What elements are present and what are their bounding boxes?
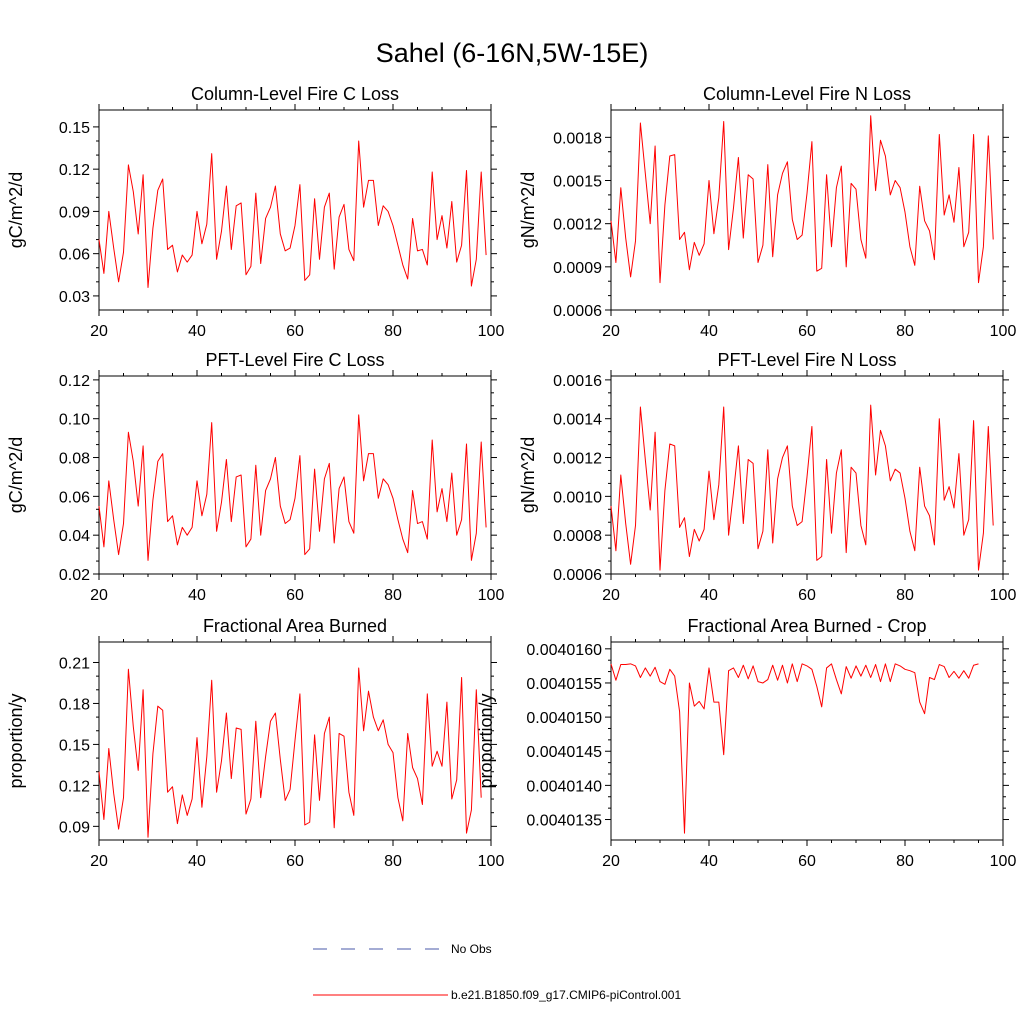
y-tick-label: 0.08 <box>59 451 90 468</box>
x-tick-label: 60 <box>286 853 304 870</box>
panel-title: Column-Level Fire N Loss <box>703 84 911 104</box>
x-tick-label: 20 <box>90 587 108 604</box>
y-tick-label: 0.0040155 <box>526 676 602 693</box>
x-tick-label: 40 <box>700 587 718 604</box>
y-tick-label: 0.18 <box>59 696 90 713</box>
y-tick-label: 0.09 <box>59 819 90 836</box>
y-tick-label: 0.0040145 <box>526 744 602 761</box>
plot-frame <box>98 109 492 311</box>
y-tick-label: 0.12 <box>59 373 90 390</box>
panel-title: PFT-Level Fire N Loss <box>717 350 896 370</box>
y-tick-label: 0.21 <box>59 655 90 672</box>
x-tick-label: 100 <box>478 587 505 604</box>
series-line-model <box>98 414 487 561</box>
y-tick-label: 0.0009 <box>553 260 602 277</box>
y-tick-label: 0.0040135 <box>526 813 602 830</box>
x-tick-label: 100 <box>478 853 505 870</box>
panel-title: Fractional Area Burned - Crop <box>687 616 926 636</box>
y-axis-label: proportion/y <box>6 693 26 788</box>
y-axis-label: proportion/y <box>476 693 496 788</box>
series-line-model <box>98 140 487 288</box>
y-tick-label: 0.15 <box>59 737 90 754</box>
x-tick-label: 40 <box>188 323 206 340</box>
x-tick-label: 40 <box>700 853 718 870</box>
plot-frame <box>610 641 1004 841</box>
y-tick-label: 0.0040150 <box>526 710 602 727</box>
y-tick-label: 0.06 <box>59 247 90 264</box>
x-tick-label: 60 <box>798 323 816 340</box>
x-tick-label: 60 <box>798 853 816 870</box>
chart-panel-4: PFT-Level Fire N Loss gN/m^2/d 20 40 60 80 100… <box>518 350 1016 604</box>
legend-obs-label: No Obs <box>451 942 492 956</box>
x-tick-label: 60 <box>798 587 816 604</box>
y-tick-label: 0.12 <box>59 778 90 795</box>
y-tick-label: 0.0040160 <box>526 642 602 659</box>
x-tick-label: 100 <box>990 323 1017 340</box>
x-tick-label: 20 <box>90 323 108 340</box>
series-line-model <box>610 663 979 834</box>
panel-title: PFT-Level Fire C Loss <box>205 350 384 370</box>
y-tick-label: 0.0008 <box>553 528 602 545</box>
x-tick-label: 40 <box>700 323 718 340</box>
x-tick-label: 80 <box>896 587 914 604</box>
x-tick-label: 100 <box>990 587 1017 604</box>
y-tick-label: 0.0006 <box>553 303 602 320</box>
legend: No Obs b.e21.B1850.f09_g17.CMIP6-piContr… <box>313 942 681 1002</box>
y-tick-label: 0.06 <box>59 489 90 506</box>
x-tick-label: 80 <box>384 853 402 870</box>
x-tick-label: 40 <box>188 853 206 870</box>
chart-panel-5: Fractional Area Burned proportion/y 20 40 60… <box>6 616 504 870</box>
legend-model-label: b.e21.B1850.f09_g17.CMIP6-piControl.001 <box>451 988 681 1002</box>
chart-panel-1: Column-Level Fire C Loss gC/m^2/d 20 40 60 80… <box>6 84 504 340</box>
chart-panel-3: PFT-Level Fire C Loss gC/m^2/d 20 40 60 80 100… <box>6 350 504 604</box>
y-axis-label: gN/m^2/d <box>518 437 538 513</box>
panel-title: Column-Level Fire C Loss <box>191 84 399 104</box>
plot-frame <box>98 375 492 575</box>
x-tick-label: 80 <box>896 323 914 340</box>
y-tick-label: 0.02 <box>59 567 90 584</box>
y-tick-label: 0.12 <box>59 162 90 179</box>
y-axis-label: gN/m^2/d <box>518 172 538 248</box>
figure-title: Sahel (6-16N,5W-15E) <box>376 38 649 68</box>
y-tick-label: 0.0006 <box>553 567 602 584</box>
x-tick-label: 60 <box>286 323 304 340</box>
x-tick-label: 100 <box>990 853 1017 870</box>
x-tick-label: 60 <box>286 587 304 604</box>
x-tick-label: 20 <box>602 587 620 604</box>
y-axis-label: gC/m^2/d <box>6 172 26 248</box>
chart-panel-2: Column-Level Fire N Loss gN/m^2/d 20 40 60 80… <box>518 84 1016 340</box>
y-tick-label: 0.0040140 <box>526 778 602 795</box>
x-tick-label: 80 <box>384 323 402 340</box>
chart-panel-6: Fractional Area Burned - Crop proportion/… <box>476 616 1016 870</box>
y-tick-label: 0.04 <box>59 528 90 545</box>
series-line-model <box>610 115 994 284</box>
y-tick-label: 0.09 <box>59 204 90 221</box>
y-tick-label: 0.0016 <box>553 373 602 390</box>
y-tick-label: 0.0015 <box>553 174 602 191</box>
y-axis-label: gC/m^2/d <box>6 437 26 513</box>
x-tick-label: 80 <box>384 587 402 604</box>
x-tick-label: 40 <box>188 587 206 604</box>
x-tick-label: 80 <box>896 853 914 870</box>
panels: Column-Level Fire C Loss gC/m^2/d 20 40 60 80… <box>6 84 1016 870</box>
series-line-model <box>98 667 482 838</box>
y-tick-label: 0.10 <box>59 412 90 429</box>
x-tick-label: 100 <box>478 323 505 340</box>
panel-title: Fractional Area Burned <box>203 616 387 636</box>
y-tick-label: 0.0010 <box>553 489 602 506</box>
x-tick-label: 20 <box>90 853 108 870</box>
y-tick-label: 0.0014 <box>553 412 602 429</box>
y-tick-label: 0.15 <box>59 120 90 137</box>
series-line-model <box>610 404 994 571</box>
y-tick-label: 0.03 <box>59 289 90 306</box>
y-tick-label: 0.0012 <box>553 217 602 234</box>
x-tick-label: 20 <box>602 323 620 340</box>
y-tick-label: 0.0012 <box>553 451 602 468</box>
x-tick-label: 20 <box>602 853 620 870</box>
y-tick-label: 0.0018 <box>553 130 602 147</box>
